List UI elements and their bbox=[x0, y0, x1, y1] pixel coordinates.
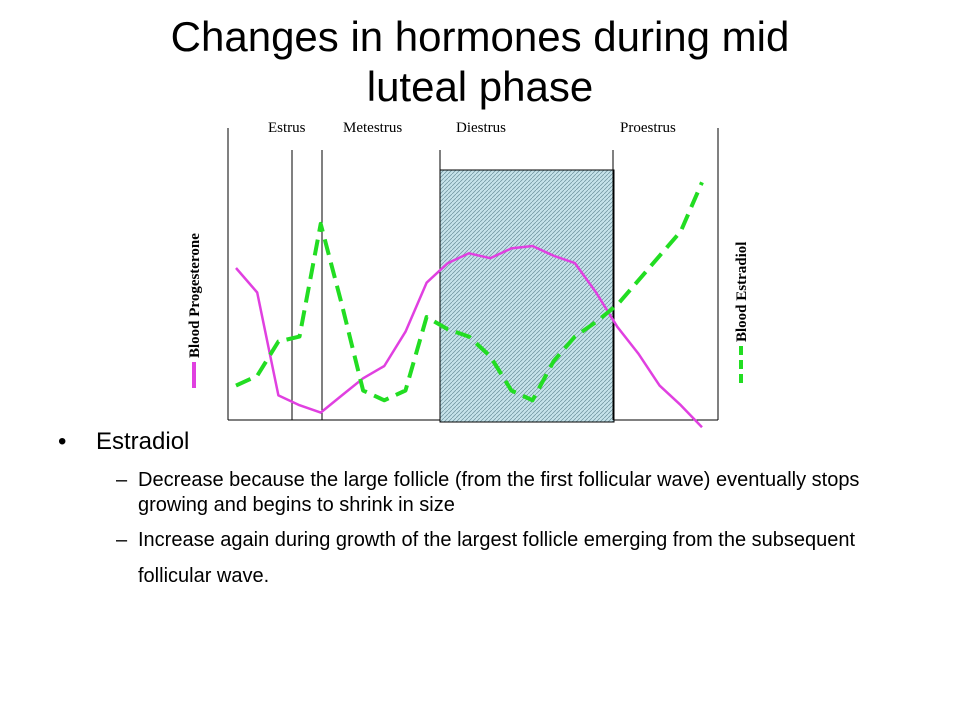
sub-bullet-marker: – bbox=[116, 469, 128, 491]
bullet-list: • Estradiol – Decrease because the large… bbox=[58, 426, 918, 594]
left-axis-label: Blood Progesterone bbox=[187, 233, 203, 358]
chart-marks bbox=[235, 181, 704, 429]
sub-bullet-increase-text: Increase again during growth of the larg… bbox=[138, 529, 856, 587]
phase-label-diestrus: Diestrus bbox=[456, 120, 506, 136]
chart-frame bbox=[227, 128, 719, 423]
bullet-estradiol-text: Estradiol bbox=[96, 428, 190, 455]
diestrus-shaded-region bbox=[439, 169, 615, 423]
sub-bullet-decrease: – Decrease because the large follicle (f… bbox=[116, 468, 918, 518]
sub-bullet-increase: – Increase again during growth of the la… bbox=[116, 522, 918, 594]
hormone-chart-svg: Estrus Metestrus Diestrus Proestrus Blood Pr… bbox=[187, 120, 750, 429]
phase-label-metestrus: Metestrus bbox=[343, 120, 402, 136]
hormone-chart: Estrus Metestrus Diestrus Proestrus Blood Pr… bbox=[180, 110, 770, 430]
series-line-progesterone bbox=[235, 244, 703, 429]
phase-label-proestrus: Proestrus bbox=[620, 120, 676, 136]
bullet-marker: • bbox=[58, 428, 67, 455]
sub-bullet-marker: – bbox=[116, 529, 128, 551]
slide-title-line-2: luteal phase bbox=[366, 63, 594, 110]
slide-title-line-1: Changes in hormones during mid bbox=[170, 13, 790, 60]
right-axis-label: Blood Estradiol bbox=[734, 242, 750, 342]
series-line-estradiol bbox=[235, 181, 704, 403]
slide-title: Changes in hormones during mid luteal ph… bbox=[80, 12, 880, 112]
chart-labels: Estrus Metestrus Diestrus Proestrus Blood Pr… bbox=[187, 120, 750, 388]
phase-label-estrus: Estrus bbox=[268, 120, 306, 136]
bullet-estradiol: • Estradiol bbox=[58, 426, 918, 458]
sub-bullet-decrease-text: Decrease because the large follicle (fro… bbox=[138, 469, 860, 516]
